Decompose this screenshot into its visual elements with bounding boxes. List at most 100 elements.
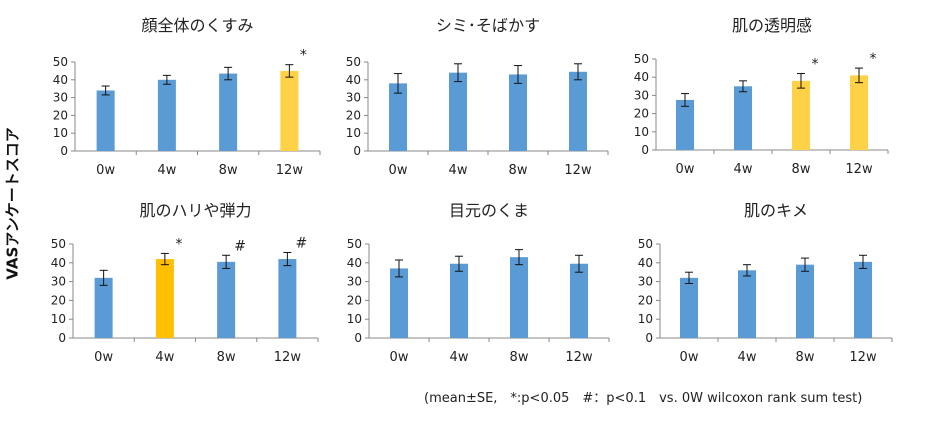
x-tick-label: 8w bbox=[510, 350, 529, 365]
x-tick-label: 8w bbox=[217, 350, 236, 365]
chart-panel-4: 肌のハリや弾力 0 10 20 30 40 50 0w 4w * 8w #12w # bbox=[51, 201, 319, 365]
x-tick-label: 12w bbox=[276, 163, 304, 178]
bar bbox=[280, 70, 299, 151]
chart-title: シミ･そばかす bbox=[436, 16, 540, 35]
y-tick-label: 10 bbox=[634, 125, 649, 139]
x-tick-label: 4w bbox=[449, 163, 468, 178]
y-tick-label: 50 bbox=[634, 52, 649, 66]
significance-mark: # bbox=[234, 238, 246, 254]
y-tick-label: 30 bbox=[346, 91, 361, 105]
y-tick-label: 20 bbox=[51, 293, 66, 307]
bar bbox=[155, 259, 174, 338]
bar bbox=[509, 74, 527, 151]
x-tick-label: 0w bbox=[94, 350, 113, 365]
bar bbox=[278, 259, 297, 338]
y-tick-label: 0 bbox=[58, 331, 66, 345]
significance-mark: * bbox=[812, 57, 819, 73]
x-tick-label: 4w bbox=[155, 350, 174, 365]
y-tick-label: 0 bbox=[60, 144, 68, 158]
chart-panel-2: シミ･そばかす 0 10 20 30 40 50 0w 4w 8w 12w bbox=[346, 16, 609, 178]
y-tick-label: 50 bbox=[638, 237, 653, 251]
x-tick-label: 8w bbox=[796, 350, 815, 365]
chart-title: 肌の透明感 bbox=[732, 16, 812, 35]
y-tick-label: 0 bbox=[353, 144, 361, 158]
x-tick-label: 8w bbox=[792, 162, 811, 177]
y-tick-label: 20 bbox=[347, 293, 362, 307]
x-tick-label: 12w bbox=[849, 350, 877, 365]
footnote: (mean±SE, *:p<0.05 #：p<0.1 vs. 0W wilcox… bbox=[424, 391, 863, 406]
chart-title: 肌のハリや弾力 bbox=[139, 201, 251, 220]
significance-mark: * bbox=[175, 236, 182, 252]
bar bbox=[157, 79, 176, 151]
x-tick-label: 8w bbox=[509, 163, 528, 178]
bar bbox=[449, 72, 467, 151]
bar bbox=[680, 277, 698, 338]
y-tick-label: 0 bbox=[354, 331, 362, 345]
x-tick-label: 0w bbox=[676, 162, 695, 177]
significance-mark: * bbox=[870, 51, 877, 67]
bar bbox=[796, 264, 814, 338]
bar bbox=[792, 80, 810, 150]
y-tick-label: 40 bbox=[51, 256, 66, 270]
chart-title: 顔全体のくすみ bbox=[141, 16, 253, 35]
x-tick-label: 4w bbox=[157, 163, 176, 178]
y-tick-label: 10 bbox=[53, 126, 68, 140]
bar bbox=[219, 73, 238, 151]
chart-panel-6: 肌のキメ 0 10 20 30 40 50 0w 4w 8w 12w bbox=[638, 201, 893, 365]
bar bbox=[389, 83, 407, 151]
y-tick-label: 30 bbox=[638, 275, 653, 289]
y-tick-label: 40 bbox=[638, 256, 653, 270]
x-tick-label: 4w bbox=[450, 350, 469, 365]
y-tick-label: 30 bbox=[347, 275, 362, 289]
x-tick-label: 0w bbox=[390, 350, 409, 365]
chart-panel-1: 顔全体のくすみ 0 10 20 30 40 50 0w 4w 8w 12w * bbox=[53, 16, 321, 178]
y-tick-label: 50 bbox=[53, 55, 68, 69]
y-tick-label: 20 bbox=[346, 108, 361, 122]
bar bbox=[390, 268, 408, 338]
y-tick-label: 10 bbox=[51, 312, 66, 326]
bar bbox=[854, 261, 872, 338]
x-tick-label: 12w bbox=[565, 350, 593, 365]
y-tick-label: 50 bbox=[347, 237, 362, 251]
bar bbox=[96, 90, 115, 151]
x-tick-label: 4w bbox=[738, 350, 757, 365]
significance-mark: * bbox=[300, 48, 307, 64]
bar bbox=[676, 99, 694, 150]
chart-grid: 顔全体のくすみ 0 10 20 30 40 50 0w 4w 8w 12w * シミ･そばかす 0 10 20… bbox=[51, 16, 893, 365]
y-tick-label: 30 bbox=[634, 88, 649, 102]
y-tick-label: 40 bbox=[346, 73, 361, 87]
bar bbox=[734, 86, 752, 150]
significance-mark: # bbox=[296, 235, 308, 251]
bar bbox=[450, 263, 468, 338]
bar bbox=[738, 270, 756, 338]
bar bbox=[569, 71, 587, 151]
y-tick-label: 30 bbox=[53, 91, 68, 105]
y-tick-label: 50 bbox=[346, 55, 361, 69]
y-tick-label: 50 bbox=[51, 237, 66, 251]
bar bbox=[850, 75, 868, 150]
chart-panel-5: 目元のくま 0 10 20 30 40 50 0w 4w 8w 12w bbox=[347, 201, 610, 365]
y-tick-label: 0 bbox=[645, 331, 653, 345]
x-tick-label: 4w bbox=[734, 162, 753, 177]
x-tick-label: 12w bbox=[274, 350, 302, 365]
x-tick-label: 12w bbox=[845, 162, 873, 177]
x-tick-label: 0w bbox=[96, 163, 115, 178]
y-tick-label: 0 bbox=[641, 143, 649, 157]
y-tick-label: 10 bbox=[347, 312, 362, 326]
chart-title: 肌のキメ bbox=[744, 201, 808, 220]
y-tick-label: 10 bbox=[638, 312, 653, 326]
x-tick-label: 8w bbox=[219, 163, 238, 178]
bar bbox=[510, 257, 528, 338]
y-tick-label: 10 bbox=[346, 126, 361, 140]
y-tick-label: 30 bbox=[51, 275, 66, 289]
chart-panel-3: 肌の透明感 0 10 20 30 40 50 0w 4w 8w * 12w * bbox=[634, 16, 889, 177]
bar bbox=[570, 263, 588, 338]
y-tick-label: 40 bbox=[347, 256, 362, 270]
x-tick-label: 0w bbox=[389, 163, 408, 178]
y-tick-label: 20 bbox=[638, 293, 653, 307]
x-tick-label: 0w bbox=[680, 350, 699, 365]
y-tick-label: 20 bbox=[53, 108, 68, 122]
y-tick-label: 20 bbox=[634, 107, 649, 121]
y-tick-label: 40 bbox=[53, 73, 68, 87]
chart-title: 目元のくま bbox=[449, 201, 529, 220]
